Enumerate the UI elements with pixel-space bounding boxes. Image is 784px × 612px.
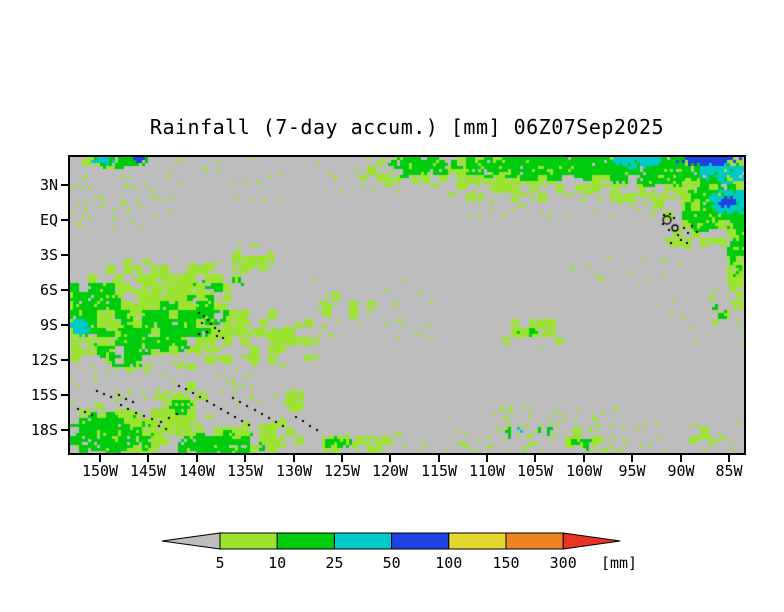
colorbar-right-arrow <box>562 532 621 550</box>
lon-label: 95W <box>618 462 646 480</box>
colorbar-segment <box>505 532 564 550</box>
lat-label: 9S <box>39 316 58 334</box>
lon-label: 130W <box>275 462 313 480</box>
lat-label: 18S <box>30 421 58 439</box>
colorbar-tick-label: 150 <box>492 554 519 572</box>
lat-tick <box>61 429 68 431</box>
map-frame <box>68 155 746 455</box>
lat-label: 6S <box>39 281 58 299</box>
lon-label: 90W <box>667 462 695 480</box>
lat-label: 12S <box>30 351 58 369</box>
lon-tick <box>341 455 343 462</box>
lon-tick <box>147 455 149 462</box>
lon-tick <box>728 455 730 462</box>
lat-label: EQ <box>39 211 58 229</box>
lon-tick <box>534 455 536 462</box>
lat-tick <box>61 359 68 361</box>
colorbar-segment <box>276 532 335 550</box>
rainfall-raster-canvas <box>70 157 744 453</box>
lon-label: 100W <box>565 462 603 480</box>
lon-label: 110W <box>468 462 506 480</box>
lon-label: 120W <box>371 462 409 480</box>
colorbar-tick-label: 50 <box>383 554 401 572</box>
lon-label: 125W <box>323 462 361 480</box>
lon-tick <box>244 455 246 462</box>
lon-tick <box>293 455 295 462</box>
lat-tick <box>61 289 68 291</box>
lon-tick <box>438 455 440 462</box>
lon-label: 85W <box>715 462 743 480</box>
lon-tick <box>389 455 391 462</box>
colorbar-tick-label: 5 <box>215 554 224 572</box>
colorbar-unit-label: [mm] <box>601 554 637 572</box>
lat-tick <box>61 394 68 396</box>
lon-label: 115W <box>420 462 458 480</box>
lon-label: 145W <box>129 462 167 480</box>
colorbar-tick-label: 25 <box>325 554 343 572</box>
lat-label: 3N <box>39 176 58 194</box>
colorbar-segment <box>219 532 278 550</box>
lat-tick <box>61 184 68 186</box>
lon-label: 150W <box>81 462 119 480</box>
colorbar-tick-label: 10 <box>268 554 286 572</box>
colorbar-tick-label: 100 <box>435 554 462 572</box>
lon-tick <box>631 455 633 462</box>
lat-tick <box>61 219 68 221</box>
colorbar-segment <box>448 532 507 550</box>
lon-tick <box>583 455 585 462</box>
colorbar-segment <box>333 532 393 550</box>
lat-label: 3S <box>39 246 58 264</box>
lon-tick <box>99 455 101 462</box>
colorbar-left-arrow <box>161 532 221 550</box>
colorbar-segment <box>391 532 450 550</box>
lat-tick <box>61 324 68 326</box>
rainfall-colorbar: 5 10 25 50 100 150 300 [mm] <box>161 532 637 572</box>
lat-label: 15S <box>30 386 58 404</box>
lon-label: 140W <box>178 462 216 480</box>
colorbar-tick-label: 300 <box>550 554 577 572</box>
figure-title: Rainfall (7-day accum.) [mm] 06Z07Sep202… <box>149 115 665 139</box>
lon-tick <box>196 455 198 462</box>
lat-tick <box>61 254 68 256</box>
lon-label: 135W <box>226 462 264 480</box>
lon-tick <box>486 455 488 462</box>
lon-label: 105W <box>516 462 554 480</box>
lon-tick <box>680 455 682 462</box>
